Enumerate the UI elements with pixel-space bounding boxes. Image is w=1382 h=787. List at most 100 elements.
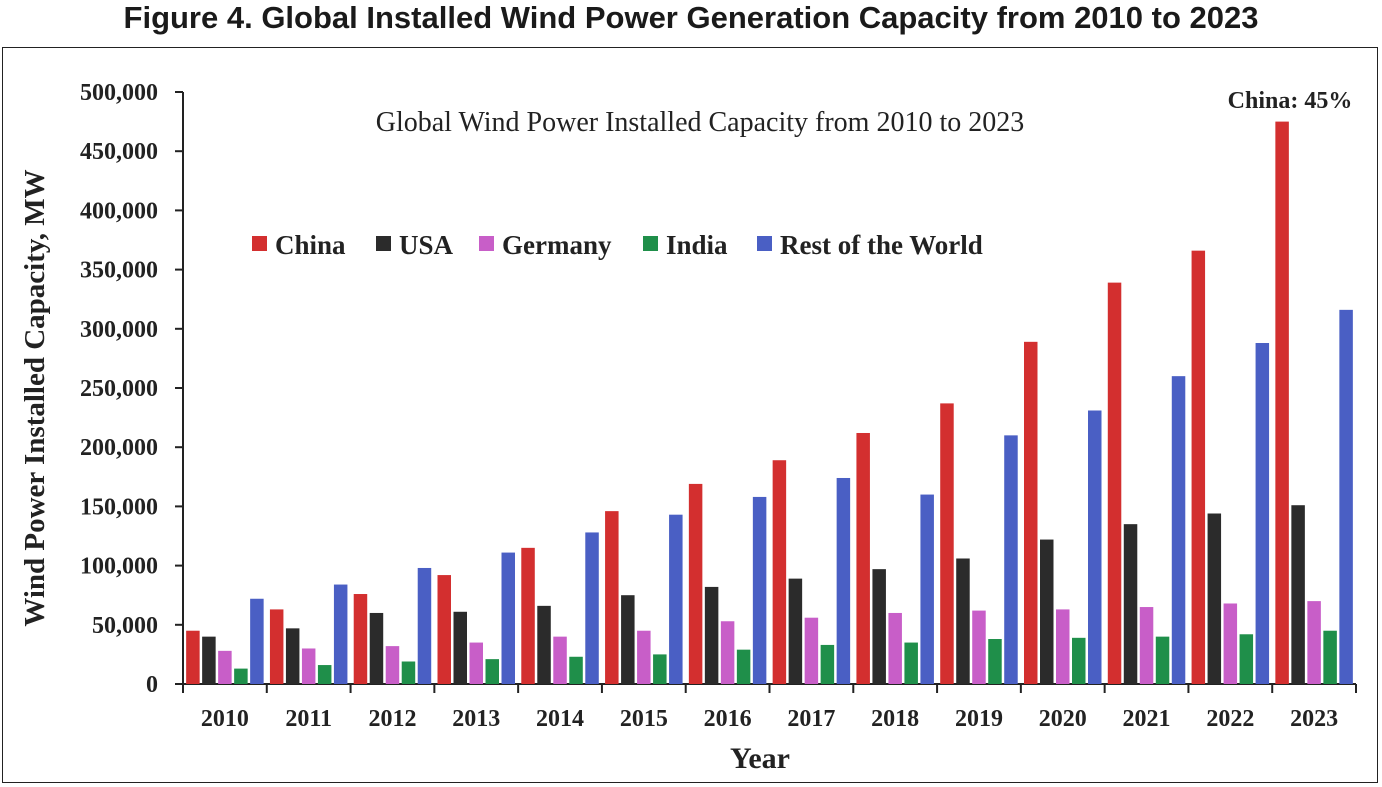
- legend-label: India: [666, 230, 728, 260]
- bar-rest-of-the-world: [501, 552, 515, 684]
- bar-rest-of-the-world: [669, 514, 683, 684]
- y-tick-label: 150,000: [80, 494, 158, 520]
- chart-title: Global Wind Power Installed Capacity fro…: [376, 107, 1024, 138]
- y-axis-label: Wind Power Installed Capacity, MW: [19, 169, 51, 626]
- bar-rest-of-the-world: [836, 477, 851, 684]
- bar-india: [1323, 630, 1337, 684]
- chart-frame: [2, 47, 1378, 783]
- bar-usa: [285, 628, 300, 684]
- bar-usa: [1040, 539, 1054, 684]
- bar-india: [485, 659, 499, 684]
- bar-usa: [369, 612, 384, 684]
- bar-usa: [956, 558, 970, 684]
- bar-china: [772, 460, 787, 684]
- bar-usa: [1291, 505, 1305, 684]
- y-tick-label: 350,000: [80, 258, 158, 284]
- bar-usa: [453, 611, 467, 684]
- bar-germany: [301, 648, 316, 684]
- bar-india: [317, 665, 332, 684]
- bar-china: [856, 432, 870, 684]
- x-axis-label: Year: [730, 742, 790, 775]
- china-share-annotation: China: 45%: [1228, 88, 1353, 114]
- bar-germany: [469, 642, 483, 684]
- bar-india: [234, 668, 248, 684]
- bar-germany: [1307, 601, 1321, 684]
- bar-china: [605, 511, 619, 684]
- x-tick-label: 2010: [201, 706, 249, 732]
- bar-rest-of-the-world: [1004, 435, 1018, 684]
- bar-germany: [553, 636, 567, 684]
- legend-swatch: [479, 236, 494, 251]
- bars: [186, 121, 1353, 685]
- bar-germany: [385, 646, 400, 684]
- bar-china: [1191, 250, 1206, 684]
- y-tick-label: 450,000: [80, 139, 158, 165]
- y-tick-label: 400,000: [80, 198, 158, 224]
- legend: China USA Germany India Rest of the World: [252, 230, 983, 260]
- bar-rest-of-the-world: [1255, 343, 1270, 684]
- bar-rest-of-the-world: [1088, 410, 1102, 684]
- bar-germany: [972, 610, 986, 684]
- bar-usa: [872, 569, 886, 684]
- x-tick-label: 2022: [1206, 706, 1254, 732]
- bar-china: [521, 547, 535, 684]
- y-tick-label: 0: [146, 672, 158, 698]
- x-tick-label: 2023: [1290, 706, 1338, 732]
- bar-germany: [218, 650, 232, 684]
- bar-india: [653, 654, 667, 684]
- legend-swatch: [643, 236, 658, 251]
- bar-china: [269, 609, 284, 684]
- legend-label: Germany: [502, 230, 612, 260]
- x-tick-label: 2013: [452, 706, 500, 732]
- bar-germany: [1056, 609, 1070, 684]
- x-tick-label: 2018: [871, 706, 919, 732]
- bar-usa: [1207, 513, 1222, 684]
- bar-usa: [202, 636, 216, 684]
- bar-india: [1072, 637, 1086, 684]
- labels: 0 50,000 100,000 150,000 200,000 250,000 300,0…: [80, 80, 1338, 732]
- x-tick-label: 2015: [620, 706, 668, 732]
- bar-rest-of-the-world: [1339, 309, 1353, 684]
- bar-germany: [1223, 603, 1238, 684]
- bar-rest-of-the-world: [585, 532, 599, 684]
- bar-germany: [804, 617, 819, 684]
- legend-item: Germany: [479, 230, 612, 260]
- bar-usa: [788, 578, 803, 684]
- bar-china: [186, 630, 200, 684]
- bar-china: [1275, 121, 1289, 685]
- legend-label: USA: [399, 230, 454, 260]
- bar-rest-of-the-world: [333, 584, 348, 684]
- y-tick-label: 200,000: [80, 435, 158, 461]
- x-tick-label: 2020: [1039, 706, 1087, 732]
- bar-china: [437, 575, 451, 684]
- bar-india: [904, 642, 918, 684]
- legend-item: USA: [376, 230, 454, 260]
- y-tick-label: 250,000: [80, 376, 158, 402]
- legend-item: China: [252, 230, 346, 260]
- x-tick-label: 2014: [536, 706, 584, 732]
- bar-rest-of-the-world: [920, 494, 934, 684]
- y-tick-label: 100,000: [80, 554, 158, 580]
- bar-china: [353, 594, 368, 684]
- bar-germany: [720, 621, 735, 684]
- legend-swatch: [757, 236, 772, 251]
- figure-title: Figure 4. Global Installed Wind Power Ge…: [123, 0, 1259, 35]
- bar-india: [820, 644, 835, 684]
- x-tick-label: 2019: [955, 706, 1003, 732]
- bar-usa: [621, 595, 635, 684]
- x-tick-label: 2021: [1123, 706, 1171, 732]
- bar-india: [401, 661, 416, 684]
- y-tick-label: 50,000: [92, 613, 158, 639]
- bar-rest-of-the-world: [752, 496, 767, 684]
- bar-china: [1024, 341, 1038, 684]
- bar-rest-of-the-world: [1171, 376, 1186, 684]
- bar-china: [1107, 282, 1122, 684]
- bar-usa: [1123, 524, 1138, 684]
- bar-india: [569, 656, 583, 684]
- legend-label: China: [275, 230, 346, 260]
- bar-india: [736, 649, 751, 684]
- bar-india: [988, 639, 1002, 684]
- legend-label: Rest of the World: [780, 230, 983, 260]
- y-tick-label: 500,000: [80, 80, 158, 106]
